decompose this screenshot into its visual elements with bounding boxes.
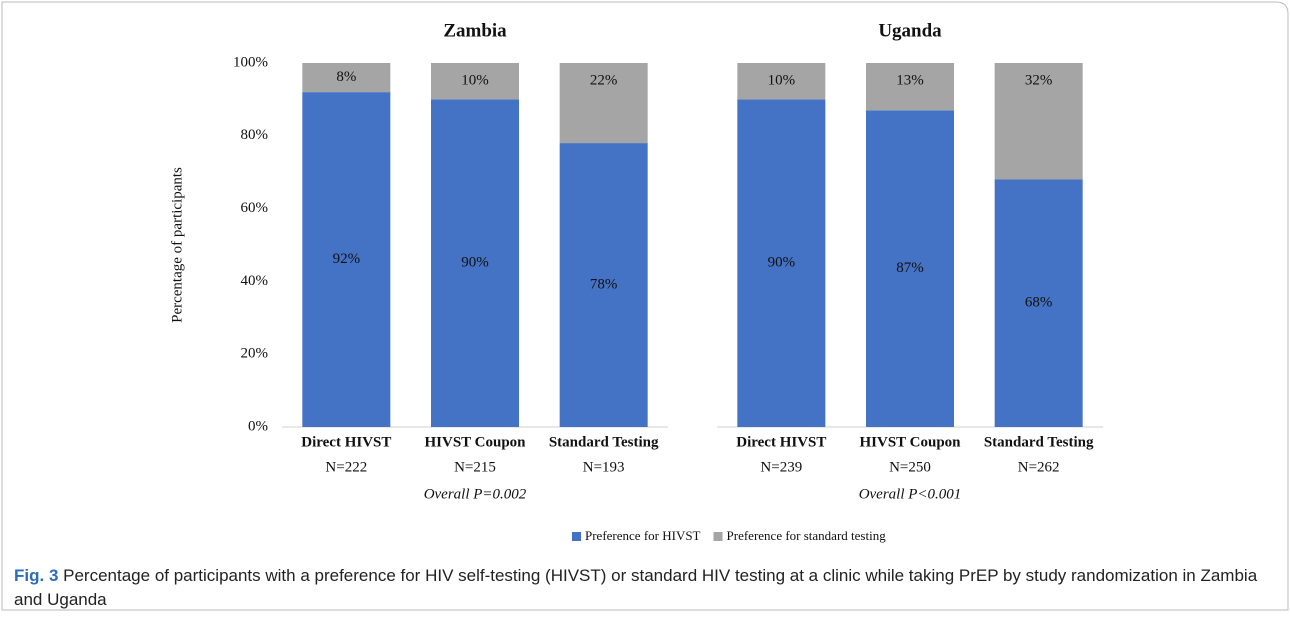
data-label: 90% [768, 255, 796, 271]
bar-segment [994, 179, 1083, 427]
caption: Fig. 3 Percentage of participants with a… [14, 564, 1264, 612]
y-axis-label: Percentage of participants [169, 167, 185, 323]
y-tick-label: 100% [233, 54, 268, 70]
bar-segment [431, 63, 519, 100]
data-label: 10% [461, 72, 489, 88]
bar-segment [559, 63, 648, 144]
panel-title: Uganda [878, 20, 942, 41]
data-label: 68% [1025, 295, 1053, 311]
data-label: 13% [896, 72, 924, 88]
bar-segment [994, 63, 1083, 180]
bar-segment [737, 63, 826, 100]
x-tick-sublabel: N=193 [583, 459, 625, 475]
x-tick-sublabel: N=215 [454, 459, 496, 475]
legend-swatch [713, 532, 723, 541]
caption-text: Percentage of participants with a prefer… [14, 566, 1258, 609]
x-tick-label: HIVST Coupon [859, 434, 961, 450]
y-tick-label: 0% [248, 418, 268, 434]
legend-swatch [572, 532, 581, 541]
bar-segment [302, 63, 391, 93]
x-tick-label: Standard Testing [984, 434, 1094, 450]
bar-segment [431, 99, 519, 428]
y-tick-label: 80% [241, 127, 269, 143]
x-tick-label: HIVST Coupon [424, 434, 526, 450]
y-tick-label: 60% [241, 200, 269, 216]
x-tick-label: Direct HIVST [736, 434, 826, 450]
x-tick-label: Standard Testing [549, 434, 659, 450]
y-tick-label: 20% [241, 346, 269, 362]
caption-label: Fig. 3 [14, 566, 59, 585]
bar-segment [302, 92, 391, 428]
x-tick-sublabel: N=262 [1018, 459, 1060, 475]
y-tick-label: 40% [241, 273, 269, 289]
data-label: 8% [336, 69, 356, 85]
data-label: 22% [590, 72, 618, 88]
data-label: 10% [768, 72, 796, 88]
annotation: Overall P=0.002 [424, 486, 527, 502]
bar-segment [559, 143, 648, 427]
legend-label: Preference for HIVST [585, 528, 701, 543]
x-tick-sublabel: N=222 [325, 459, 367, 475]
data-label: 90% [461, 255, 489, 271]
data-label: 78% [590, 276, 618, 292]
bar-segment [866, 63, 954, 111]
bar-segment [866, 110, 954, 427]
x-tick-label: Direct HIVST [301, 434, 391, 450]
legend-label: Preference for standard testing [727, 528, 887, 543]
x-tick-sublabel: N=250 [889, 459, 931, 475]
annotation: Overall P<0.001 [859, 486, 962, 502]
bar-segment [737, 99, 826, 428]
panel-title: Zambia [443, 20, 507, 41]
data-label: 87% [896, 260, 924, 276]
data-label: 92% [333, 251, 361, 267]
data-label: 32% [1025, 72, 1053, 88]
x-tick-sublabel: N=239 [760, 459, 802, 475]
